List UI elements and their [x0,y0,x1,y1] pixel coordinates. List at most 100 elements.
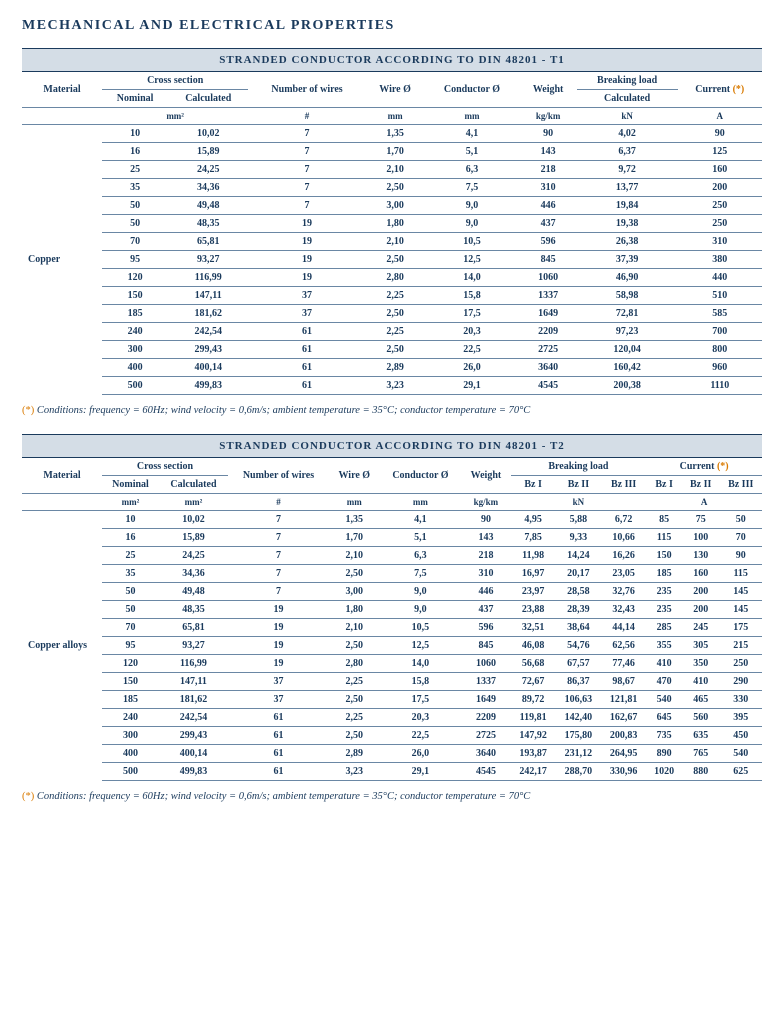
cell: 540 [719,745,762,763]
table-row: 7065,81192,1010,559626,38310 [22,233,762,251]
cell: 12,5 [379,637,461,655]
cell: 58,98 [577,287,678,305]
cell: 11,98 [511,547,556,565]
cell: 9,33 [556,529,601,547]
cell: 162,67 [601,709,646,727]
cell: 44,14 [601,619,646,637]
cell: 75 [682,511,719,529]
table-row: 9593,27192,5012,584546,0854,7662,5635530… [22,637,762,655]
cell: 15,8 [424,287,519,305]
t2-hdr-nwires: Number of wires [228,458,329,494]
cell: 100 [682,529,719,547]
cell: 500 [102,377,168,395]
u-blank [22,108,102,125]
cell: 3640 [461,745,510,763]
table-row: 2524,2572,106,321811,9814,2416,261501309… [22,547,762,565]
cell: 130 [682,547,719,565]
cell: 330 [719,691,762,709]
cell: 20,3 [379,709,461,727]
table-t2-title: STRANDED CONDUCTOR ACCORDING TO DIN 4820… [22,434,762,458]
t2-hdr-nom: Nominal [102,476,159,494]
table-row: 300299,43612,5022,52725147,92175,80200,8… [22,727,762,745]
material-cell: Copper alloys [22,511,102,781]
cell: 1,80 [366,215,425,233]
cell: 4545 [520,377,577,395]
table-row: 5049,4873,009,044619,84250 [22,197,762,215]
cell: 310 [520,179,577,197]
t2-hdr-bz2c: Bz II [682,476,719,494]
cell: 37 [248,305,365,323]
cell: 7 [248,179,365,197]
cell: 150 [102,673,159,691]
cell: 22,5 [424,341,519,359]
cell: 61 [228,763,329,781]
cell: 56,68 [511,655,556,673]
cell: 19 [228,619,329,637]
cell: 2,10 [366,161,425,179]
cell: 299,43 [168,341,248,359]
cell: 15,89 [168,143,248,161]
cell: 9,0 [424,215,519,233]
cell: 185 [102,691,159,709]
cell: 2,25 [366,323,425,341]
cell: 61 [228,727,329,745]
table-row: 120116,99192,8014,0106056,6867,5777,4641… [22,655,762,673]
cell: 200 [678,179,762,197]
cell: 90 [520,125,577,143]
cell: 70 [719,529,762,547]
cell: 97,23 [577,323,678,341]
cell: 2,10 [366,233,425,251]
cell: 89,72 [511,691,556,709]
u-mm-b: mm [424,108,519,125]
cell: 510 [678,287,762,305]
cell: 16 [102,143,168,161]
cell: 7 [248,143,365,161]
cell: 2209 [520,323,577,341]
cell: 35 [102,565,159,583]
cell: 14,24 [556,547,601,565]
cell: 90 [461,511,510,529]
cell: 145 [719,601,762,619]
cell: 4,95 [511,511,556,529]
cell: 16 [102,529,159,547]
cell: 465 [682,691,719,709]
cell: 300 [102,341,168,359]
cell: 1060 [520,269,577,287]
cell: 10,5 [424,233,519,251]
cell: 116,99 [159,655,228,673]
cell: 4545 [461,763,510,781]
cell: 7 [228,529,329,547]
cell: 3,23 [366,377,425,395]
table-row: 150147,11372,2515,8133772,6786,3798,6747… [22,673,762,691]
t2-hdr-cross: Cross section [102,458,228,476]
table-t1-title: STRANDED CONDUCTOR ACCORDING TO DIN 4820… [22,48,762,72]
cell: 5,1 [424,143,519,161]
cell: 14,0 [424,269,519,287]
hdr-break: Breaking load [577,72,678,90]
cell: 142,40 [556,709,601,727]
cell: 1337 [520,287,577,305]
t1-table: Material Cross section Number of wires W… [22,72,762,395]
table-row: 300299,43612,5022,52725120,04800 [22,341,762,359]
t2-hdr-wire: Wire Ø [329,458,379,494]
cell: 635 [682,727,719,745]
hdr-current: Current (*) [678,72,762,108]
cell: 95 [102,251,168,269]
cell: 4,1 [424,125,519,143]
cell: 28,58 [556,583,601,601]
cell: 19 [248,269,365,287]
cell: 310 [461,565,510,583]
cell: 845 [461,637,510,655]
cell: 19 [248,251,365,269]
cell: 121,81 [601,691,646,709]
t2-hdr-cond: Conductor Ø [379,458,461,494]
table-row: 5048,35191,809,043723,8828,3932,43235200… [22,601,762,619]
cell: 400 [102,745,159,763]
cell: 7 [228,547,329,565]
cell: 310 [678,233,762,251]
cell: 7,5 [424,179,519,197]
cell: 2,80 [366,269,425,287]
cell: 61 [248,323,365,341]
cell: 242,54 [168,323,248,341]
u-kgkm: kg/km [520,108,577,125]
